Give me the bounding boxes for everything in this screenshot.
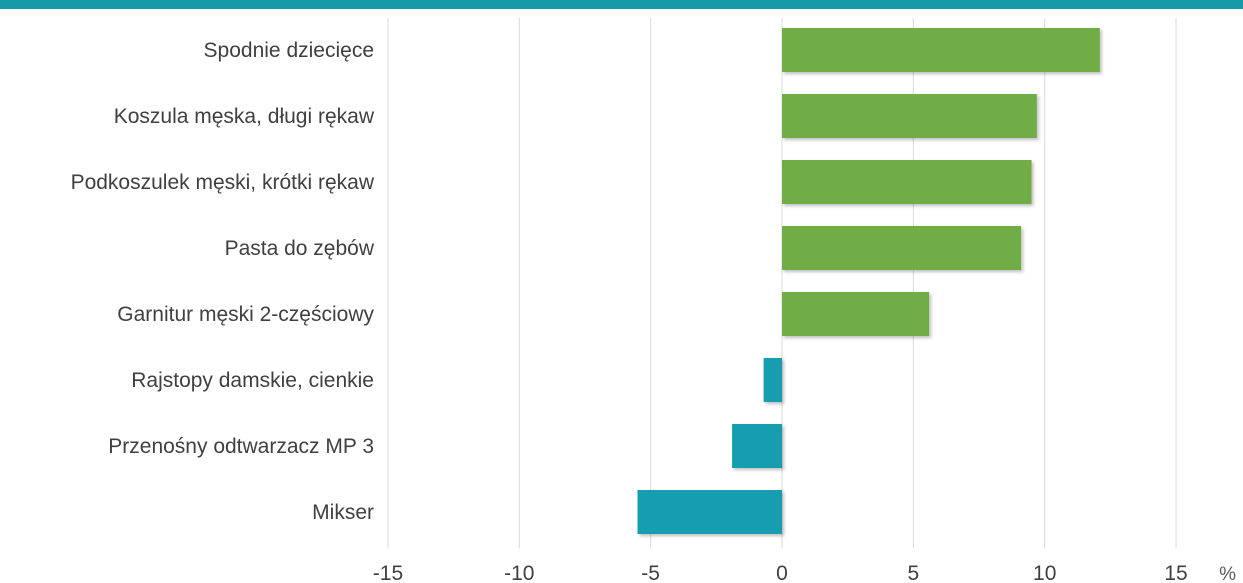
bar [782,226,1022,270]
x-axis-unit-label: % [1219,564,1236,583]
category-labels: Spodnie dziecięce Koszula męska, długi rę… [71,39,375,524]
x-tick-label: 15 [1164,562,1187,583]
bar [637,490,782,534]
x-axis-ticks: -15 -10 -5 0 5 10 15 [373,562,1188,583]
top-border [0,0,1243,9]
bars [637,28,1100,534]
bar [782,292,930,336]
x-tick-label: -15 [373,562,403,583]
category-label: Rajstopy damskie, cienkie [131,369,374,392]
bar [732,424,782,468]
x-tick-label: -5 [641,562,660,583]
category-label: Spodnie dziecięce [204,39,374,62]
bar [782,94,1037,138]
bar [782,28,1100,72]
x-tick-label: 10 [1033,562,1056,583]
category-label: Garnitur męski 2-częściowy [117,303,374,326]
bar [782,160,1032,204]
category-label: Koszula męska, długi rękaw [114,105,375,128]
category-label: Pasta do zębów [225,237,375,260]
x-tick-label: -10 [504,562,534,583]
x-tick-label: 0 [776,562,788,583]
category-label: Podkoszulek męski, krótki rękaw [71,171,375,194]
bar [763,358,782,402]
category-label: Przenośny odtwarzacz MP 3 [108,435,374,458]
x-tick-label: 5 [908,562,920,583]
category-label: Mikser [312,501,374,524]
